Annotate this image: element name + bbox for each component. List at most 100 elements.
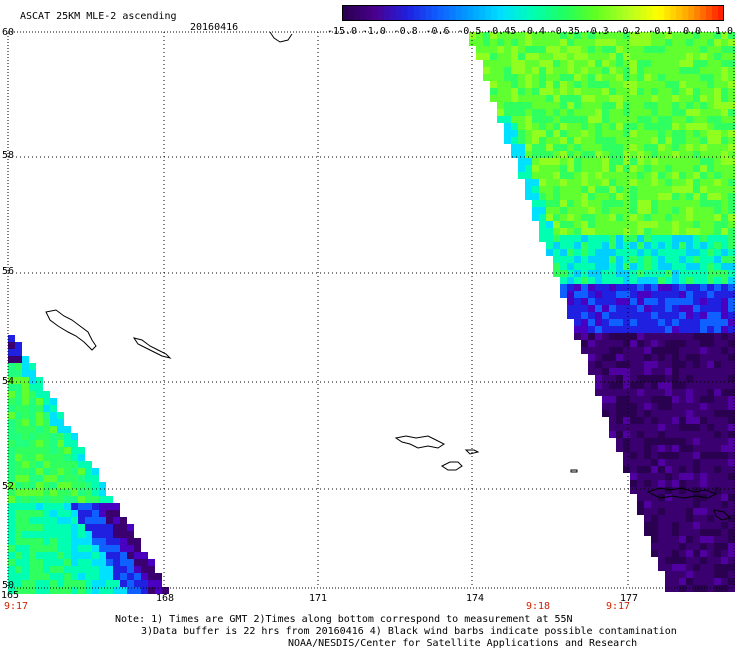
data-cell: [707, 333, 714, 340]
data-cell: [623, 319, 630, 326]
data-cell: [651, 333, 658, 340]
data-cell: [539, 102, 546, 109]
data-cell: [36, 489, 43, 496]
data-cell: [672, 81, 679, 88]
data-cell: [525, 67, 532, 74]
data-cell: [630, 403, 637, 410]
data-cell: [57, 454, 64, 461]
data-cell: [623, 214, 630, 221]
data-cell: [658, 109, 665, 116]
data-cell: [693, 32, 700, 39]
colorbar-cell: [598, 5, 606, 21]
data-cell: [679, 95, 686, 102]
data-cell: [644, 88, 651, 95]
data-cell: [665, 319, 672, 326]
data-cell: [658, 564, 665, 571]
colorbar-cell: [652, 5, 659, 21]
data-cell: [518, 130, 525, 137]
data-cell: [8, 363, 15, 370]
data-cell: [728, 270, 735, 277]
coastline-andreanof-2: [713, 509, 731, 521]
data-cell: [609, 109, 616, 116]
data-cell: [560, 158, 567, 165]
data-cell: [728, 123, 735, 130]
data-cell: [637, 221, 644, 228]
colorbar-cell: [479, 5, 486, 21]
data-cell: [71, 447, 78, 454]
data-cell: [714, 39, 721, 46]
data-cell: [525, 53, 532, 60]
data-cell: [99, 510, 106, 517]
data-cell: [560, 81, 567, 88]
data-cell: [721, 501, 728, 508]
data-cell: [36, 559, 43, 566]
data-cell: [721, 368, 728, 375]
data-cell: [714, 137, 721, 144]
data-cell: [651, 172, 658, 179]
data-cell: [623, 53, 630, 60]
data-cell: [85, 475, 92, 482]
data-cell: [616, 39, 623, 46]
data-cell: [616, 46, 623, 53]
colorbar-cell: [365, 5, 373, 21]
data-cell: [651, 417, 658, 424]
data-cell: [693, 424, 700, 431]
data-cell: [700, 284, 707, 291]
data-cell: [700, 389, 707, 396]
data-cell: [546, 109, 553, 116]
data-cell: [679, 480, 686, 487]
data-cell: [721, 200, 728, 207]
data-cell: [602, 102, 609, 109]
data-cell: [518, 53, 525, 60]
data-cell: [644, 53, 651, 60]
data-cell: [651, 480, 658, 487]
data-cell: [581, 347, 588, 354]
data-cell: [686, 95, 693, 102]
data-cell: [637, 116, 644, 123]
data-cell: [693, 242, 700, 249]
data-cell: [113, 531, 120, 538]
data-cell: [490, 32, 497, 39]
data-cell: [490, 46, 497, 53]
data-cell: [658, 557, 665, 564]
data-cell: [15, 545, 22, 552]
data-cell: [85, 587, 92, 594]
data-cell: [546, 81, 553, 88]
data-cell: [665, 326, 672, 333]
data-cell: [567, 277, 574, 284]
data-cell: [155, 573, 162, 580]
data-cell: [658, 193, 665, 200]
colorbar-cell: [634, 5, 642, 21]
data-cell: [672, 389, 679, 396]
data-cell: [693, 67, 700, 74]
data-cell: [64, 587, 71, 594]
data-cell: [609, 361, 616, 368]
data-cell: [644, 298, 651, 305]
data-cell: [43, 552, 50, 559]
data-cell: [700, 95, 707, 102]
data-cell: [721, 515, 728, 522]
data-cell: [658, 375, 665, 382]
data-cell: [532, 137, 539, 144]
data-cell: [43, 468, 50, 475]
colorbar-cell: [449, 5, 457, 21]
data-cell: [721, 522, 728, 529]
data-cell: [693, 543, 700, 550]
data-cell: [714, 88, 721, 95]
data-cell: [469, 39, 476, 46]
data-cell: [665, 333, 672, 340]
data-cell: [29, 510, 36, 517]
data-cell: [714, 60, 721, 67]
data-cell: [658, 158, 665, 165]
data-cell: [553, 102, 560, 109]
data-cell: [560, 130, 567, 137]
data-cell: [29, 489, 36, 496]
data-cell: [630, 291, 637, 298]
data-cell: [50, 489, 57, 496]
time-label-3: 9:17: [606, 601, 631, 612]
data-cell: [595, 137, 602, 144]
data-cell: [686, 361, 693, 368]
data-cell: [721, 438, 728, 445]
data-cell: [637, 67, 644, 74]
data-cell: [595, 200, 602, 207]
